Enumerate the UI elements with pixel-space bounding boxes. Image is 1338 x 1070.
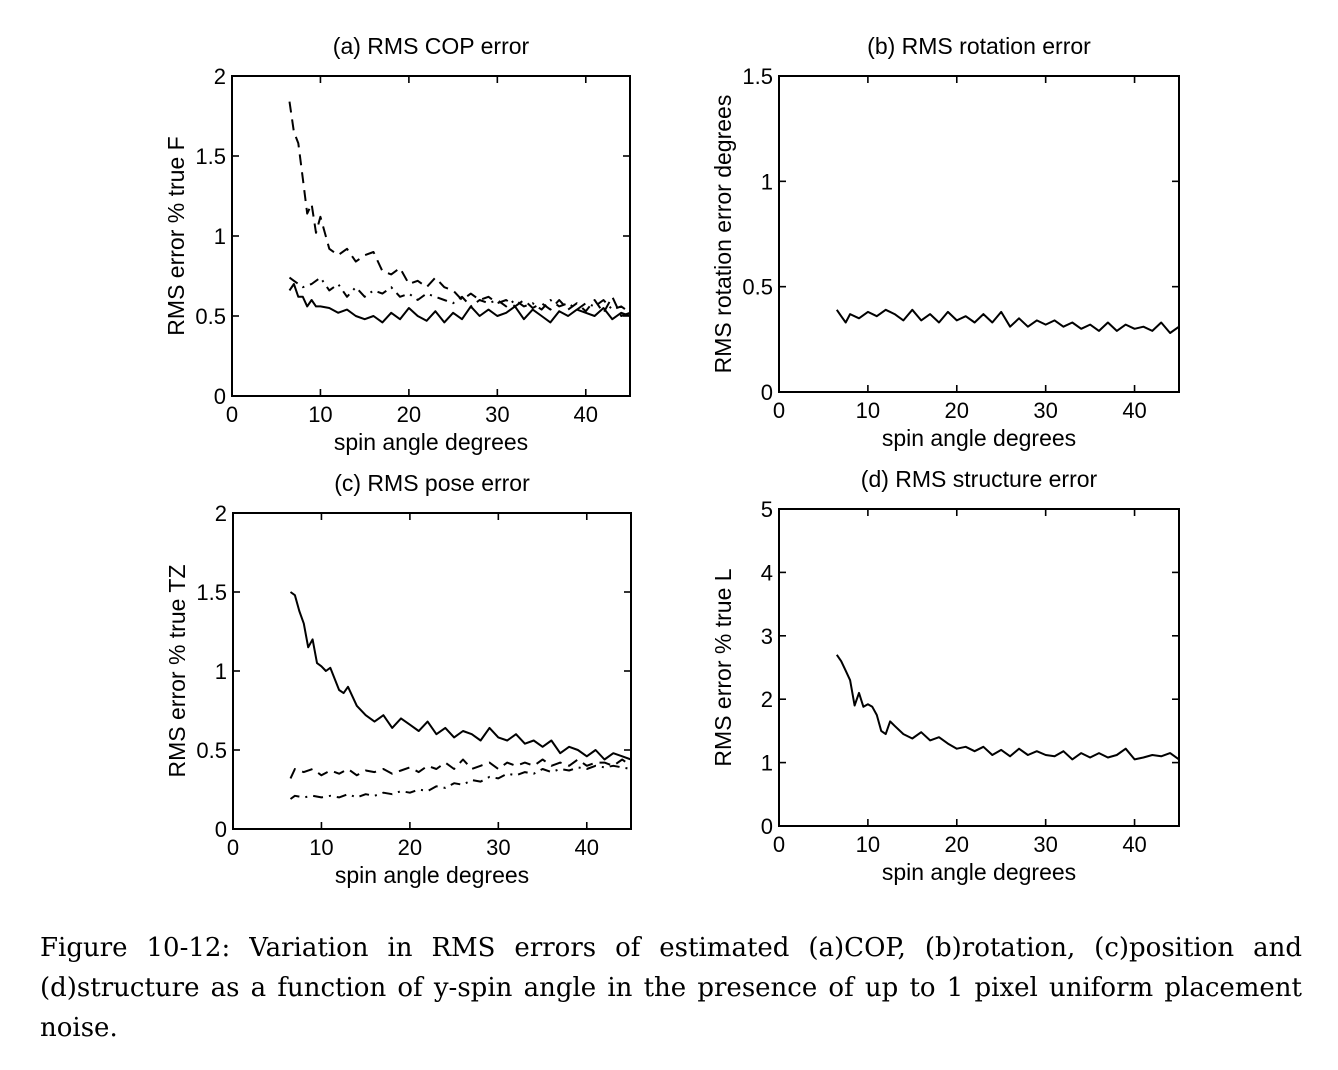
panel-c-title: (c) RMS pose error xyxy=(334,470,530,496)
panel-a-title: (a) RMS COP error xyxy=(333,33,530,59)
panel-d-xtick-label: 30 xyxy=(1033,832,1057,857)
panel-b: (b) RMS rotation error 0 10 20 30 40 0 0.5 1 1.5 s… xyxy=(710,33,1180,451)
panel-c-ytick-label: 0 xyxy=(215,817,227,842)
panel-b-xlabel: spin angle degrees xyxy=(882,425,1076,451)
panel-c-xtick-label: 20 xyxy=(398,835,422,860)
panel-c-series-dashed-line xyxy=(289,758,632,779)
panel-d-ytick-label: 3 xyxy=(761,624,773,649)
panel-c-xlabel: spin angle degrees xyxy=(335,862,529,888)
panel-c-series-dashdot-line xyxy=(289,764,632,800)
panel-a-xtick-label: 20 xyxy=(397,402,421,427)
panel-a-ytick-label: 2 xyxy=(214,64,226,89)
panel-b-axes-frame xyxy=(778,75,1180,393)
figure-caption: Figure 10-12: Variation in RMS errors of… xyxy=(40,933,1302,1043)
panel-c-axes-frame xyxy=(232,512,632,830)
panel-a-ytick-label: 1.5 xyxy=(195,144,226,169)
panel-b-xtick-label: 0 xyxy=(773,398,785,423)
panel-b-series-solid-line xyxy=(835,308,1180,334)
panel-a: (a) RMS COP error 0 10 20 30 40 0 0.5 1 1.5 2 spin … xyxy=(163,33,631,455)
panel-a-ylabel: RMS error % true F xyxy=(163,136,189,335)
panel-d-ytick-label: 1 xyxy=(761,751,773,776)
panel-b-xtick-label: 10 xyxy=(856,398,880,423)
panel-c-xtick-label: 0 xyxy=(227,835,239,860)
panel-d-xtick-label: 0 xyxy=(773,832,785,857)
panel-a-ytick-label: 0 xyxy=(214,384,226,409)
panel-a-series-dashdot-line xyxy=(288,276,631,314)
panel-c-ytick-label: 0.5 xyxy=(196,738,227,763)
panel-c: (c) RMS pose error 0 10 20 30 40 0 0.5 1 1.5 2 spin… xyxy=(164,470,632,888)
panel-d-xtick-label: 20 xyxy=(945,832,969,857)
panel-c-ytick-label: 1.5 xyxy=(196,580,227,605)
panel-d-ylabel: RMS error % true L xyxy=(710,568,736,766)
panel-d-xtick-label: 10 xyxy=(856,832,880,857)
panel-a-ytick-label: 1 xyxy=(214,224,226,249)
panel-b-title: (b) RMS rotation error xyxy=(867,33,1091,59)
panel-a-xtick-label: 40 xyxy=(574,402,598,427)
panel-d-ytick-label: 5 xyxy=(761,497,773,522)
panel-a-xlabel: spin angle degrees xyxy=(334,429,528,455)
panel-a-series-dashed-line xyxy=(288,101,631,317)
panel-b-ytick-label: 0.5 xyxy=(742,275,773,300)
panel-a-xtick-label: 0 xyxy=(226,402,238,427)
panel-b-xtick-label: 30 xyxy=(1033,398,1057,423)
panel-d-ytick-label: 4 xyxy=(761,560,773,585)
panel-c-ytick-label: 1 xyxy=(215,659,227,684)
panel-d-xlabel: spin angle degrees xyxy=(882,859,1076,885)
panel-d-axes-frame xyxy=(778,508,1180,827)
panel-a-xtick-label: 10 xyxy=(308,402,332,427)
panel-c-ylabel: RMS error % true TZ xyxy=(164,565,190,778)
panel-c-xtick-label: 30 xyxy=(486,835,510,860)
panel-c-xtick-label: 10 xyxy=(309,835,333,860)
panel-c-xtick-label: 40 xyxy=(575,835,599,860)
panel-b-ytick-label: 1 xyxy=(761,169,773,194)
panel-b-ylabel: RMS rotation error degrees xyxy=(710,95,736,374)
panel-d-xtick-label: 40 xyxy=(1122,832,1146,857)
panel-c-ytick-label: 2 xyxy=(215,501,227,526)
panel-c-series-solid-line xyxy=(289,591,632,761)
panel-b-ytick-label: 1.5 xyxy=(742,64,773,89)
panel-d-ytick-label: 0 xyxy=(761,814,773,839)
panel-a-xtick-label: 30 xyxy=(485,402,509,427)
panel-d: (d) RMS structure error 0 10 20 30 40 0 1 2 3 4 5 sp… xyxy=(710,466,1180,885)
panel-d-ytick-label: 2 xyxy=(761,687,773,712)
panel-a-axes-frame xyxy=(231,75,631,397)
panel-b-xtick-label: 40 xyxy=(1122,398,1146,423)
panel-a-ytick-label: 0.5 xyxy=(195,304,226,329)
panel-b-ytick-label: 0 xyxy=(761,380,773,405)
panel-a-series-solid-line xyxy=(288,283,631,324)
panel-b-xtick-label: 20 xyxy=(945,398,969,423)
panel-d-title: (d) RMS structure error xyxy=(861,466,1098,492)
panel-d-series-solid-line xyxy=(835,654,1180,761)
